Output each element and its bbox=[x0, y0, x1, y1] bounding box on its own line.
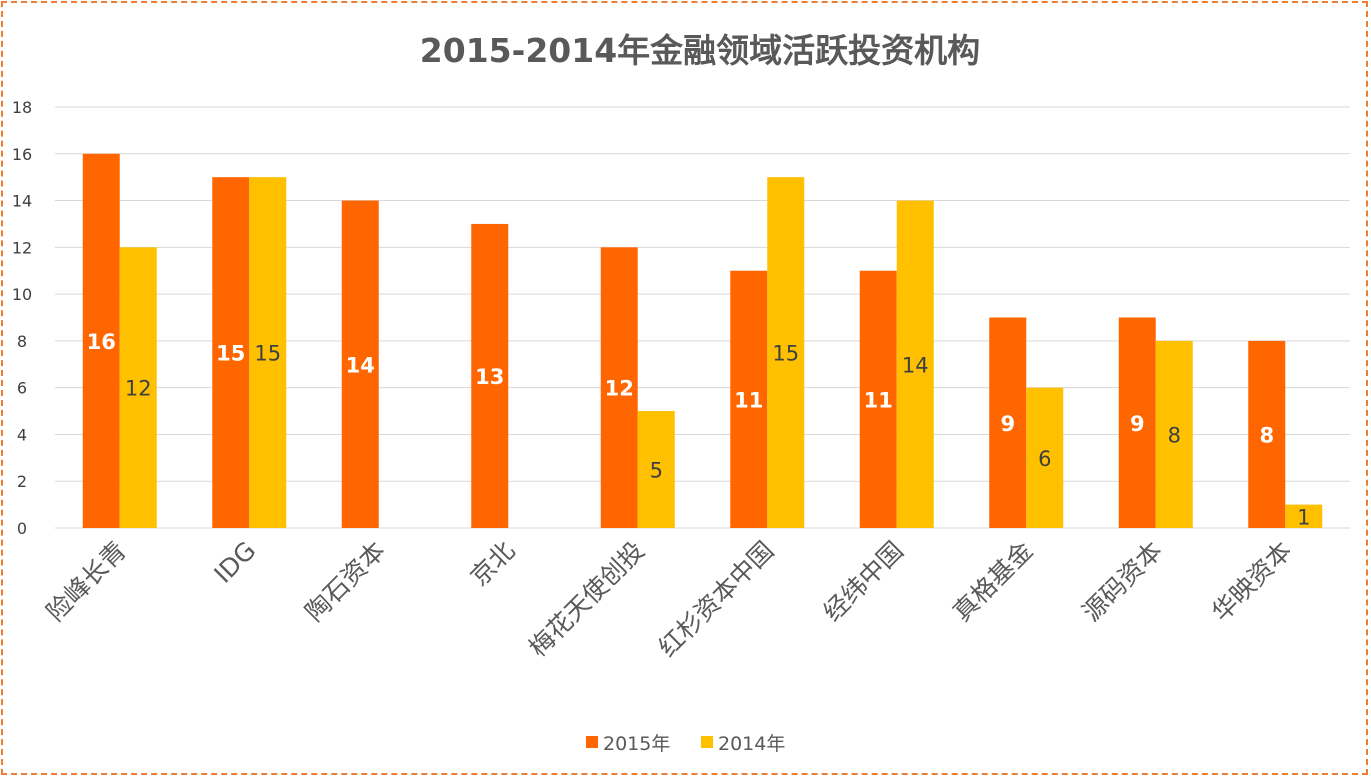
x-tick-label: 梅花天使创投 bbox=[523, 536, 650, 663]
bar-2015年 bbox=[1248, 340, 1286, 528]
data-label: 9 bbox=[1130, 412, 1145, 436]
chart-title: 2015-2014年金融领域活跃投资机构 bbox=[420, 31, 980, 70]
data-label: 14 bbox=[902, 353, 929, 377]
data-label: 15 bbox=[216, 342, 245, 366]
bar-2014年 bbox=[1026, 387, 1064, 528]
data-label: 5 bbox=[650, 459, 663, 483]
bar-2015年 bbox=[859, 270, 897, 528]
x-tick-label: IDG bbox=[208, 536, 261, 589]
y-tick-label: 10 bbox=[12, 285, 32, 304]
bar-2014年 bbox=[1155, 340, 1193, 528]
y-tick-label: 6 bbox=[17, 379, 27, 398]
x-tick-label: 陶石资本 bbox=[300, 536, 391, 627]
bar-2014年 bbox=[119, 247, 157, 529]
bar-2014年 bbox=[637, 411, 675, 528]
bar-2015年 bbox=[82, 153, 120, 528]
x-tick-label: 真格基金 bbox=[947, 536, 1038, 627]
data-label: 15 bbox=[254, 342, 281, 366]
data-label: 8 bbox=[1259, 423, 1274, 447]
legend-label: 2015年 bbox=[603, 733, 670, 755]
y-tick-label: 14 bbox=[12, 192, 32, 211]
bar-2014年 bbox=[767, 177, 805, 528]
data-label: 8 bbox=[1168, 423, 1181, 447]
bar-2015年 bbox=[212, 177, 250, 528]
x-tick-label: 源码资本 bbox=[1077, 536, 1168, 627]
bar-2015年 bbox=[341, 200, 379, 529]
bar-2014年 bbox=[249, 177, 287, 528]
bar-2015年 bbox=[471, 223, 509, 528]
data-label: 12 bbox=[125, 377, 152, 401]
data-label: 9 bbox=[1000, 412, 1015, 436]
data-label: 1 bbox=[1297, 505, 1310, 529]
data-label: 14 bbox=[346, 353, 375, 377]
y-tick-label: 0 bbox=[17, 519, 27, 538]
x-tick-label: 红杉资本中国 bbox=[653, 536, 780, 663]
bar-2015年 bbox=[730, 270, 768, 528]
bar-2015年 bbox=[989, 317, 1027, 528]
data-label: 6 bbox=[1038, 447, 1051, 471]
data-label: 16 bbox=[87, 330, 116, 354]
data-label: 11 bbox=[734, 388, 763, 412]
y-tick-label: 16 bbox=[12, 145, 32, 164]
y-tick-label: 12 bbox=[12, 238, 32, 257]
x-tick-label: 华映资本 bbox=[1206, 536, 1297, 627]
data-label: 15 bbox=[772, 342, 799, 366]
legend-swatch bbox=[701, 736, 713, 748]
data-label: 13 bbox=[475, 365, 504, 389]
y-tick-label: 8 bbox=[17, 332, 27, 351]
bar-2014年 bbox=[896, 200, 934, 529]
y-tick-label: 18 bbox=[12, 98, 32, 117]
data-label: 11 bbox=[864, 388, 893, 412]
x-tick-label: 经纬中国 bbox=[818, 536, 909, 627]
legend-label: 2014年 bbox=[718, 733, 785, 755]
legend-swatch bbox=[586, 736, 598, 748]
x-tick-label: 险峰长青 bbox=[41, 536, 132, 627]
bar-2014年 bbox=[1285, 504, 1323, 528]
bar-2015年 bbox=[1118, 317, 1156, 528]
data-label: 12 bbox=[605, 377, 634, 401]
bar-2015年 bbox=[600, 247, 638, 529]
y-tick-label: 2 bbox=[17, 472, 27, 491]
x-tick-label: 京北 bbox=[465, 536, 521, 592]
y-tick-label: 4 bbox=[17, 425, 27, 444]
